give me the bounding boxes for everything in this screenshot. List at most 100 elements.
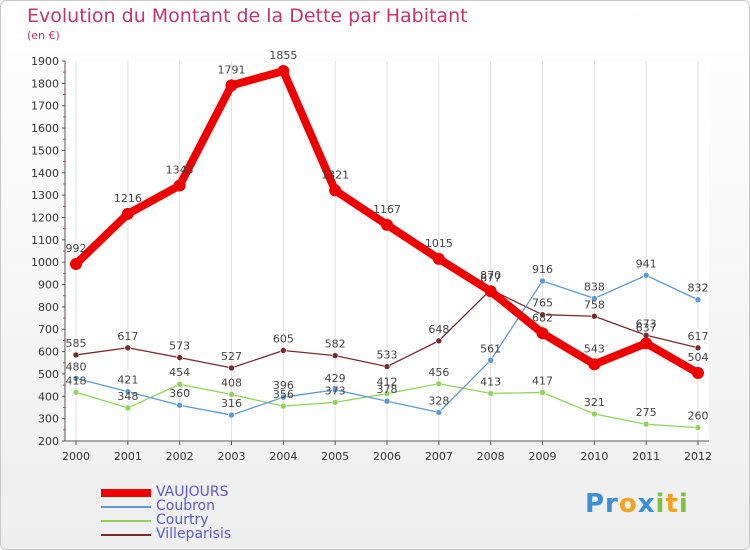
data-label-villeparisis: 673 (636, 317, 657, 330)
data-point-villeparisis (694, 344, 702, 352)
data-point-villeparisis (383, 363, 391, 370)
data-label-vaujours: 1343 (166, 164, 194, 177)
data-label-coubron: 838 (584, 280, 605, 293)
data-point-courtry (176, 380, 183, 388)
data-label-vaujours: 1855 (269, 49, 297, 62)
proxiti-logo: Proxiti (585, 489, 689, 519)
data-label-vaujours: 504 (688, 351, 709, 364)
data-label-courtry: 321 (584, 396, 605, 409)
data-point-villeparisis (176, 354, 183, 361)
data-label-courtry: 418 (66, 374, 87, 387)
x-tick-label: 2000 (62, 450, 90, 463)
data-point-villeparisis (539, 311, 546, 319)
data-label-villeparisis: 877 (480, 272, 501, 285)
y-tick-label: 1500 (31, 144, 59, 157)
data-label-vaujours: 637 (636, 321, 657, 334)
data-point-villeparisis (591, 312, 598, 320)
y-tick-label: 300 (38, 413, 59, 426)
data-label-coubron: 421 (117, 374, 138, 387)
data-label-courtry: 408 (221, 377, 242, 390)
data-label-vaujours: 543 (584, 342, 605, 355)
data-label-courtry: 412 (377, 376, 398, 389)
y-tick-label: 1600 (31, 122, 59, 135)
data-point-courtry (331, 399, 339, 406)
x-tick-label: 2008 (477, 450, 505, 463)
y-tick-label: 800 (38, 301, 59, 314)
data-point-coubron (72, 375, 80, 382)
legend-swatch (101, 506, 151, 508)
data-label-courtry: 275 (636, 406, 657, 419)
y-tick-label: 1900 (31, 55, 59, 68)
data-label-courtry: 413 (480, 375, 501, 388)
data-point-courtry (694, 424, 702, 431)
data-point-vaujours (536, 327, 549, 340)
y-tick-label: 1700 (31, 100, 59, 113)
data-label-villeparisis: 582 (325, 338, 346, 351)
y-tick-label: 1400 (31, 167, 59, 180)
legend-label: Coubron (156, 498, 215, 514)
x-tick-label: 2005 (321, 450, 349, 463)
y-tick-label: 1100 (31, 234, 59, 247)
data-label-vaujours: 1015 (425, 237, 453, 250)
data-label-villeparisis: 585 (66, 337, 87, 350)
data-point-courtry (124, 404, 132, 412)
y-tick-label: 400 (38, 390, 59, 403)
data-point-courtry (487, 390, 494, 397)
legend-swatch (101, 520, 151, 522)
data-point-villeparisis (331, 352, 339, 359)
data-label-vaujours: 682 (532, 311, 553, 324)
data-point-vaujours (121, 207, 134, 220)
data-point-coubron (280, 393, 287, 401)
data-point-coubron (228, 411, 235, 419)
data-point-courtry (435, 380, 443, 388)
data-point-villeparisis (280, 347, 287, 354)
y-tick-label: 200 (38, 435, 59, 448)
data-point-coubron (591, 295, 598, 302)
data-label-villeparisis: 765 (532, 297, 553, 310)
data-label-courtry: 373 (325, 384, 346, 397)
x-tick-label: 2001 (114, 450, 142, 463)
x-tick-label: 2006 (373, 450, 401, 463)
data-point-vaujours (70, 257, 82, 270)
data-point-vaujours (484, 285, 497, 298)
y-tick-label: 900 (38, 279, 59, 292)
data-point-vaujours (640, 337, 653, 350)
data-point-villeparisis (72, 351, 80, 359)
y-tick-label: 1800 (31, 77, 59, 90)
legend-swatch (101, 489, 151, 497)
data-point-courtry (539, 389, 546, 396)
data-label-coubron: 832 (688, 282, 709, 295)
data-label-vaujours: 1167 (373, 203, 401, 216)
data-point-courtry (280, 402, 287, 410)
data-label-coubron: 328 (428, 394, 449, 407)
data-point-vaujours (432, 252, 445, 265)
legend-label: Courtry (156, 512, 209, 528)
data-point-coubron (331, 386, 339, 394)
data-label-vaujours: 1321 (321, 168, 349, 181)
data-label-vaujours: 1216 (114, 192, 142, 205)
data-label-villeparisis: 605 (273, 332, 294, 345)
y-tick-label: 1000 (31, 256, 59, 269)
legend-label: VAUJOURS (156, 484, 229, 500)
data-point-courtry (72, 388, 80, 396)
data-point-courtry (383, 390, 391, 397)
legend-label: Villeparisis (156, 526, 232, 542)
data-label-villeparisis: 617 (688, 330, 709, 343)
x-tick-label: 2003 (218, 450, 246, 463)
data-label-coubron: 916 (532, 263, 553, 276)
data-label-courtry: 356 (273, 388, 294, 401)
data-label-coubron: 360 (169, 387, 190, 400)
data-label-villeparisis: 527 (221, 350, 242, 363)
data-point-coubron (383, 397, 391, 405)
data-label-courtry: 348 (117, 390, 138, 403)
x-tick-label: 2009 (529, 450, 557, 463)
data-point-coubron (539, 277, 546, 285)
data-point-vaujours (329, 184, 342, 197)
data-point-vaujours (692, 367, 704, 380)
data-label-coubron: 941 (636, 257, 657, 270)
data-label-villeparisis: 758 (584, 298, 605, 311)
data-point-villeparisis (435, 337, 443, 345)
y-tick-label: 700 (38, 323, 59, 336)
